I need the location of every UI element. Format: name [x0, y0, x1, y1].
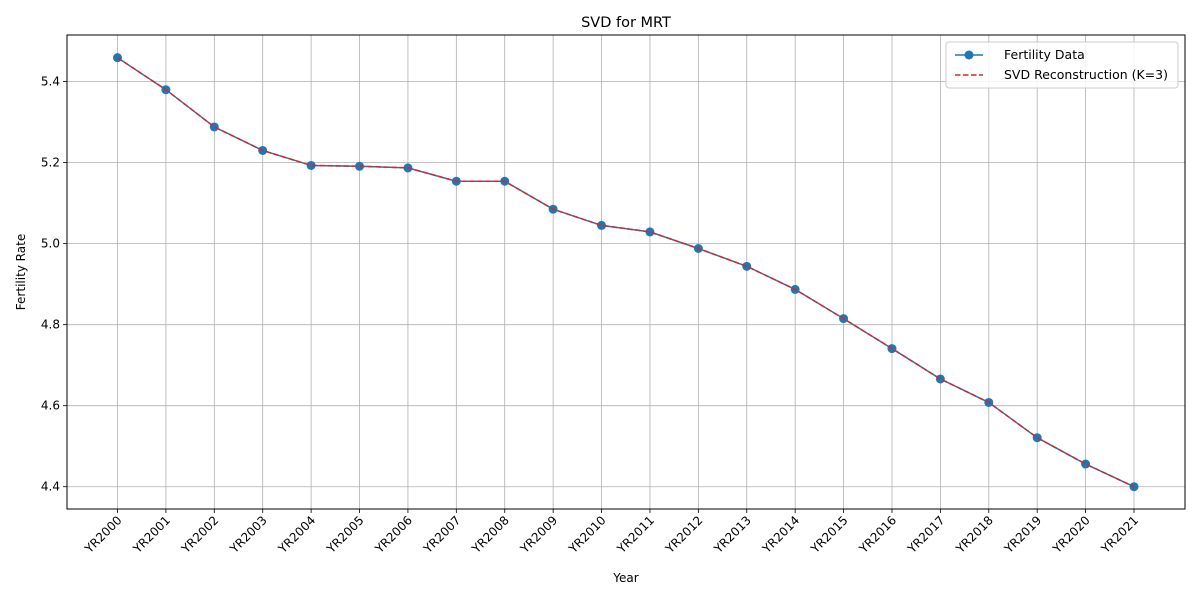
- data-point-fertility-data: [597, 220, 607, 230]
- y-tick-label: 5.0: [41, 237, 60, 251]
- y-axis-label: Fertility Rate: [14, 234, 28, 310]
- plot-frame: [66, 34, 1186, 510]
- y-tick-label: 5.4: [41, 75, 60, 89]
- legend: Fertility Data SVD Reconstruction (K=3): [945, 41, 1179, 89]
- series: [113, 53, 1139, 492]
- x-axis-label: Year: [612, 571, 638, 585]
- y-tick-label: 5.2: [41, 156, 60, 170]
- data-point-fertility-data: [1081, 459, 1091, 469]
- data-point-fertility-data: [742, 261, 752, 271]
- legend-label-svd-reconstruction: SVD Reconstruction (K=3): [1004, 67, 1168, 82]
- legend-box: [945, 41, 1179, 89]
- legend-label-fertility-data: Fertility Data: [1004, 47, 1085, 62]
- legend-marker-fertility-data: [964, 50, 974, 60]
- y-tick-label: 4.8: [41, 318, 60, 332]
- y-axis-ticks: 4.4 4.6 4.8 5.0 5.2 5.4: [41, 75, 67, 494]
- data-point-fertility-data: [935, 374, 945, 384]
- y-tick-label: 4.6: [41, 399, 60, 413]
- chart-title: SVD for MRT: [581, 15, 671, 31]
- grid: [67, 35, 1185, 509]
- data-point-fertility-data: [645, 227, 655, 237]
- y-tick-label: 4.4: [41, 480, 60, 494]
- data-point-fertility-data: [113, 53, 122, 63]
- series-line-svd-reconstruction-k-3: [117, 57, 1135, 488]
- data-point-fertility-data: [306, 160, 316, 170]
